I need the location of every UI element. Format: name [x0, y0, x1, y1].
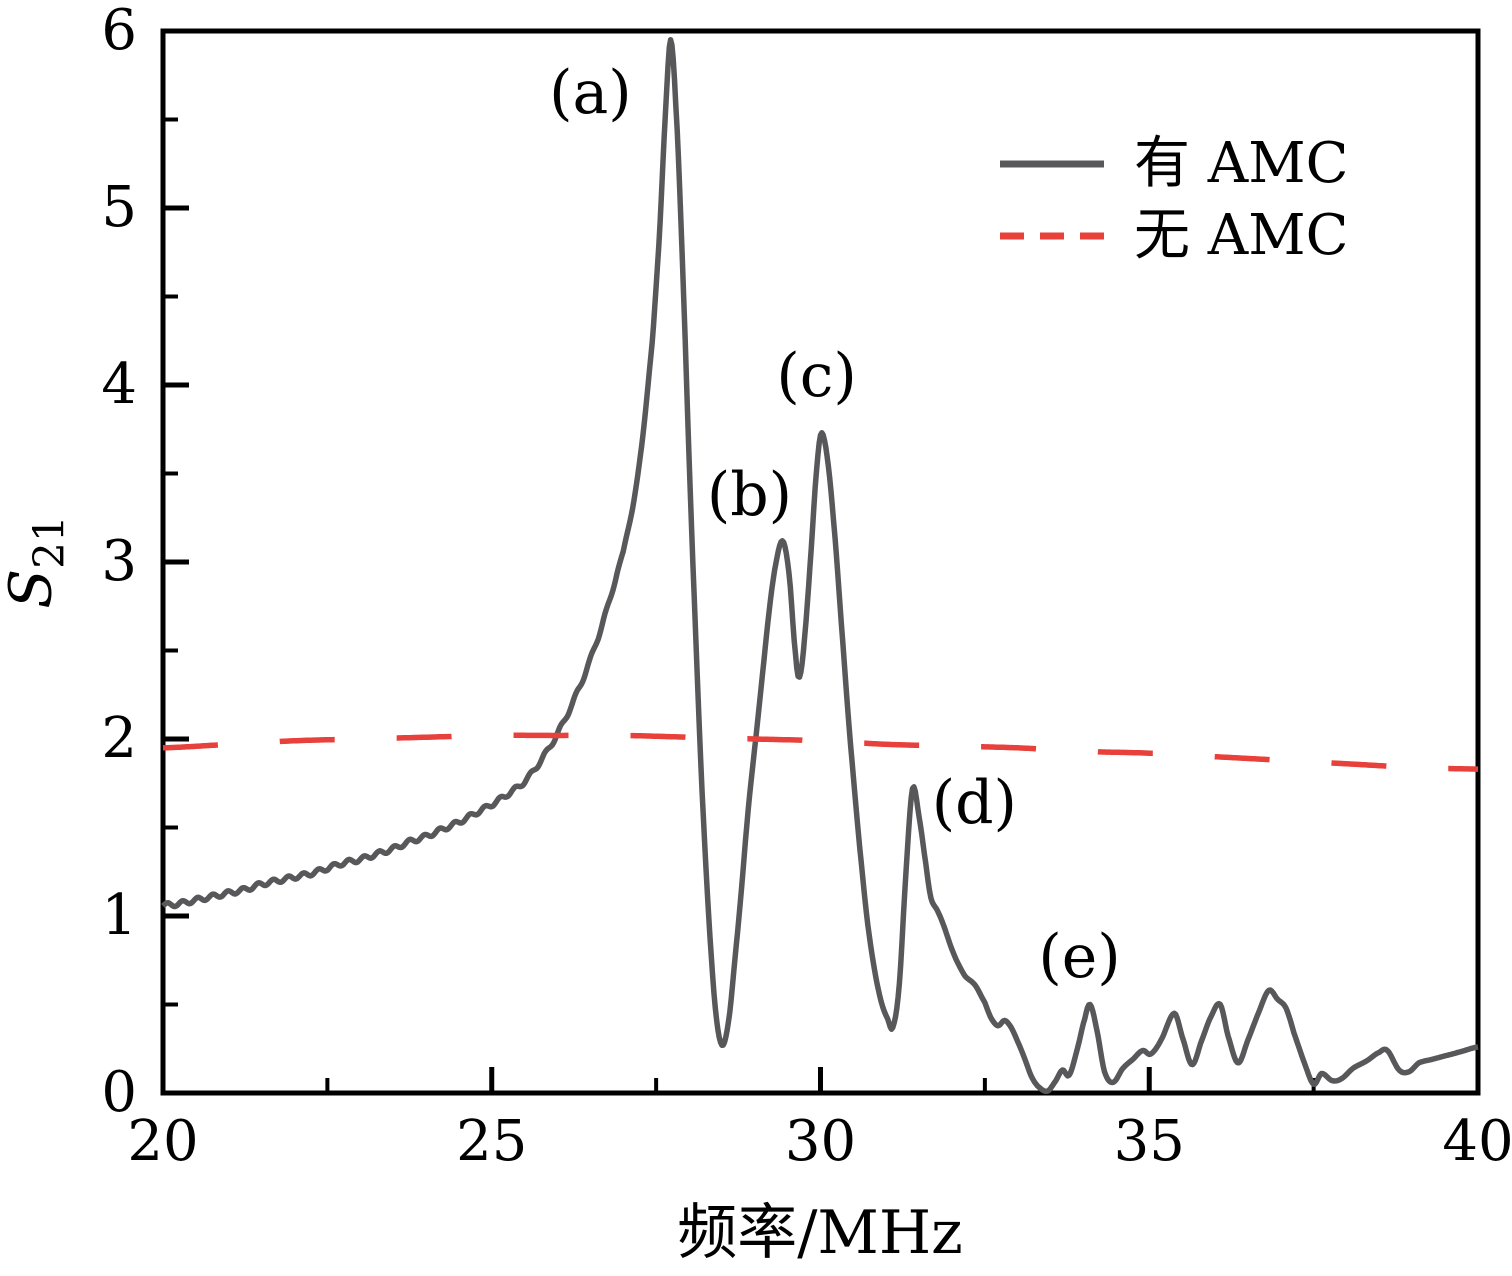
y-tick-label: 3 — [101, 529, 137, 594]
x-tick-label: 20 — [127, 1109, 199, 1174]
legend-label-with-amc: 有 AMC — [1134, 131, 1349, 196]
series-without-amc — [161, 732, 1480, 772]
y-tick-label: 4 — [101, 352, 137, 417]
legend-row-with-amc: 有 AMC — [1000, 128, 1348, 200]
annotation-b: (b) — [706, 459, 793, 530]
y-axis-title-base: S — [0, 568, 65, 609]
y-tick-label: 1 — [101, 883, 137, 948]
annotation-c: (c) — [776, 341, 857, 412]
legend-line-solid — [1000, 160, 1104, 168]
x-tick-label: 25 — [456, 1109, 528, 1174]
y-axis-title: S21 — [0, 515, 74, 609]
y-tick-label: 0 — [101, 1060, 137, 1125]
x-tick-label: 35 — [1113, 1109, 1185, 1174]
annotation-e: (e) — [1038, 921, 1121, 992]
legend-row-without-amc: 无 AMC — [1000, 200, 1348, 272]
annotation-d: (d) — [931, 767, 1017, 838]
y-tick-label: 6 — [101, 0, 137, 63]
legend-label-without-amc: 无 AMC — [1134, 203, 1349, 268]
series-with-amc — [161, 37, 1480, 1095]
x-tick-label: 40 — [1442, 1109, 1512, 1174]
y-tick-label: 2 — [101, 706, 137, 771]
x-tick-label: 30 — [784, 1109, 857, 1174]
legend: 有 AMC 无 AMC — [1000, 128, 1348, 272]
annotation-a: (a) — [549, 57, 632, 128]
y-axis-title-sub: 21 — [24, 515, 74, 569]
y-tick-label: 5 — [101, 175, 137, 240]
legend-line-dashed — [1000, 232, 1104, 240]
x-axis-title: 频率/MHz — [677, 1198, 963, 1268]
